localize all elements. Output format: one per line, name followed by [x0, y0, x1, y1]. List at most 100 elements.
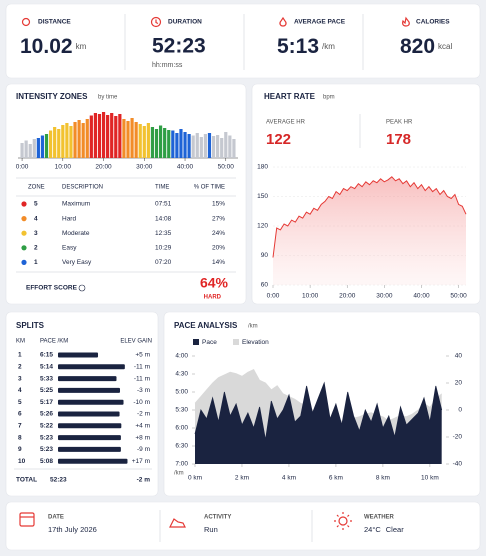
y-tick-label: 6:00 — [175, 425, 188, 432]
card-title: HEART RATE — [264, 92, 316, 101]
bar — [110, 113, 114, 158]
bar — [85, 119, 89, 158]
split-bar — [58, 399, 124, 405]
bar — [97, 114, 102, 158]
bar — [57, 129, 61, 158]
x-tick-label: 6 km — [329, 475, 343, 482]
y2-tick-label: -40 — [453, 461, 463, 468]
table-cell: 5 — [34, 201, 38, 208]
pace-label: 5:22 — [40, 423, 53, 430]
heart-line — [272, 176, 467, 258]
y-tick-label: 4:30 — [175, 371, 188, 378]
elev-label: +17 m — [132, 458, 150, 465]
bar — [61, 125, 65, 158]
bar — [101, 112, 106, 158]
table-cell: 2 — [34, 245, 38, 252]
condition: Clear — [386, 525, 404, 534]
table-cell: 12:35 — [155, 230, 172, 237]
footer-value: Run — [204, 525, 218, 534]
y-tick-label: 6:30 — [175, 443, 188, 450]
zone-dot — [21, 201, 27, 207]
split-bar — [58, 435, 121, 441]
elev-label: -9 m — [137, 446, 150, 453]
card-title: SPLITS — [16, 321, 45, 330]
x-tick-label: 40:00 — [413, 293, 430, 300]
x-tick-label: 0:00 — [267, 293, 280, 300]
stat-value: 5:13/km — [277, 35, 335, 58]
km-label: 9 — [18, 446, 22, 453]
stat-label: AVERAGE PACE — [294, 19, 346, 26]
card-subtitle: /km — [248, 324, 258, 330]
pace-label: 5:26 — [40, 411, 53, 418]
legend-swatch — [233, 339, 239, 345]
elev-label: +5 m — [135, 352, 150, 359]
stat-label: CALORIES — [416, 19, 450, 26]
split-bar — [58, 376, 117, 382]
bar — [32, 139, 36, 158]
footer-value: 17th July 2026 — [48, 525, 97, 534]
bar — [118, 114, 122, 158]
split-bar — [58, 458, 128, 464]
legend-swatch — [193, 339, 199, 345]
bar — [138, 124, 142, 158]
x-tick-label: 10:00 — [55, 164, 72, 171]
stat-value: 10.02 km — [20, 35, 87, 58]
y2-tick-label: 40 — [455, 353, 463, 360]
y2-tick-label: 0 — [458, 407, 462, 414]
effort-text: HARD — [204, 295, 222, 301]
bar — [211, 136, 216, 158]
bar — [114, 116, 118, 158]
table-header: PACE /KM — [40, 339, 68, 345]
footer-value: 24°C Clear — [364, 525, 404, 534]
elev-label: +8 m — [135, 434, 150, 441]
bar — [154, 129, 159, 158]
bar — [163, 128, 167, 158]
bar — [167, 130, 171, 158]
bar — [106, 115, 110, 158]
x-tick-label: 50:00 — [218, 164, 235, 171]
bar — [126, 121, 130, 158]
pace-label: 5:14 — [40, 364, 53, 371]
table-header: ZONE — [28, 185, 45, 191]
pace-label: 5:23 — [40, 446, 53, 453]
bar — [158, 125, 163, 158]
bar — [228, 135, 232, 158]
elev-label: +4 m — [135, 423, 150, 430]
stat-number: 820 — [400, 35, 435, 58]
bar — [150, 127, 155, 158]
x-tick-label: 8 km — [376, 475, 390, 482]
pace-label: 6:15 — [40, 352, 53, 359]
table-header: KM — [16, 339, 25, 345]
split-bar — [58, 364, 125, 370]
km-label: 3 — [18, 375, 22, 382]
bar — [171, 130, 175, 158]
stat-label: DISTANCE — [38, 19, 71, 26]
info-icon[interactable] — [78, 284, 86, 292]
y-tick-label: 4:00 — [175, 353, 188, 360]
bar — [142, 126, 146, 158]
heart-area — [273, 176, 466, 285]
x-tick-label: 4 km — [282, 475, 296, 482]
bar — [199, 137, 203, 158]
elev-label: -2 m — [137, 411, 150, 418]
split-bar — [58, 423, 122, 429]
bar — [203, 134, 208, 158]
legend-label: Elevation — [242, 339, 269, 346]
card-title: INTENSITY ZONES — [16, 92, 88, 101]
bar — [73, 122, 77, 158]
split-bar — [58, 387, 121, 393]
elev-label: -10 m — [133, 399, 150, 406]
dividers — [124, 14, 364, 542]
bar — [191, 135, 195, 158]
bar — [224, 132, 228, 158]
total-cell: 52:23 — [50, 477, 67, 484]
table-cell: 4 — [34, 215, 38, 222]
y-tick-label: 90 — [261, 252, 269, 259]
total-cell: TOTAL — [16, 477, 37, 484]
pace-label: 5:08 — [40, 458, 53, 465]
hr-label: AVERAGE HR — [266, 120, 306, 126]
bar — [20, 143, 24, 158]
stat-number: 5:13 — [277, 35, 319, 58]
elev-label: -3 m — [137, 387, 150, 394]
